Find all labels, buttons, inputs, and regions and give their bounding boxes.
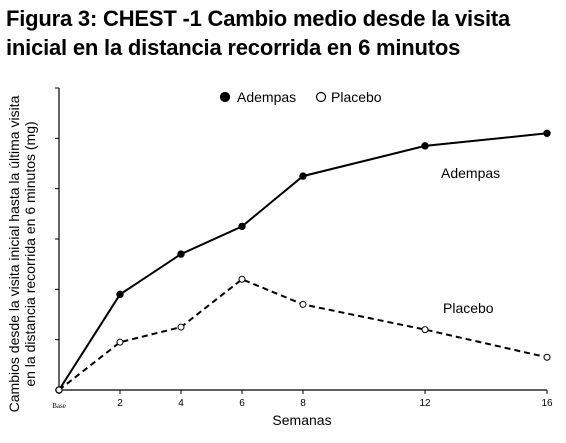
data-point-placebo-2 — [177, 323, 185, 331]
data-point-placebo-4 — [299, 300, 307, 308]
y-axis-title-line-1: Cambios desde la visita inicial hasta la… — [6, 95, 22, 412]
legend-label-adempas: Adempas — [237, 89, 296, 105]
y-axis-title-line-2: en la distancia recorrida en 6 minutos (… — [22, 121, 38, 386]
data-point-adempas-2 — [177, 250, 185, 258]
legend: Adempas Placebo — [219, 89, 382, 105]
chart-title-line-1: Figura 3: CHEST -1 Cambio medio desde la… — [6, 6, 511, 31]
data-point-placebo-0 — [55, 386, 63, 394]
x-tick-label-0: Base — [52, 402, 66, 410]
y-axis-title: Cambios desde la visita inicial hasta la… — [6, 95, 38, 412]
x-tick-label-3: 6 — [239, 398, 245, 409]
legend-marker-adempas — [219, 91, 231, 103]
data-point-adempas-5 — [421, 142, 429, 150]
data-point-placebo-3 — [238, 275, 246, 283]
data-point-adempas-3 — [238, 222, 246, 231]
annotation-placebo: Placebo — [443, 300, 494, 316]
series-points — [55, 129, 551, 394]
x-tick-label-1: 2 — [117, 398, 123, 409]
data-point-adempas-6 — [543, 129, 551, 138]
data-point-placebo-5 — [421, 326, 429, 334]
x-axis-title: Semanas — [272, 412, 331, 428]
x-tick-label-2: 4 — [178, 398, 184, 409]
legend-label-placebo: Placebo — [331, 89, 382, 105]
annotation-adempas: Adempas — [441, 165, 500, 181]
chart-title: Figura 3: CHEST -1 Cambio medio desde la… — [6, 4, 562, 62]
x-tick-label-6: 16 — [541, 398, 553, 409]
x-tick-label-5: 12 — [419, 398, 431, 409]
chart-title-line-2: inicial en la distancia recorrida en 6 m… — [6, 35, 461, 60]
legend-marker-placebo — [315, 91, 327, 103]
data-point-placebo-6 — [543, 353, 551, 361]
series-line-placebo — [58, 278, 548, 391]
x-tick-label-4: 8 — [300, 398, 306, 409]
data-point-placebo-1 — [116, 338, 124, 346]
data-point-adempas-1 — [116, 290, 124, 299]
x-axis-ticks: Base 2 4 6 8 12 16 — [52, 390, 553, 410]
data-point-adempas-4 — [299, 172, 307, 180]
